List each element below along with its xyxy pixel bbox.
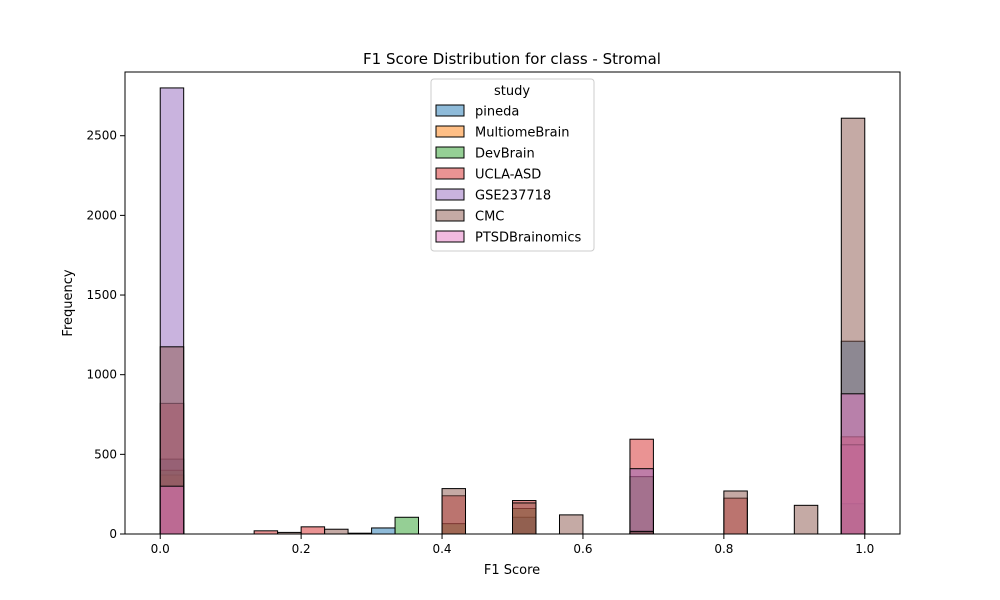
legend-box — [430, 78, 595, 252]
legend-swatch — [435, 104, 465, 117]
y-tick-label: 1000 — [86, 368, 117, 382]
legend-items: pineda MultiomeBrain DevBrain UCLA-ASD GSE23… — [435, 104, 581, 246]
x-tick-label: 0.2 — [292, 542, 311, 556]
legend-swatch — [435, 125, 465, 138]
legend-swatch — [435, 209, 465, 222]
bar-cmc-7 — [723, 490, 748, 535]
y-tick-label: 2500 — [86, 129, 117, 143]
chart-title: F1 Score Distribution for class - Stroma… — [363, 50, 661, 68]
legend-title: study — [494, 84, 530, 99]
legend-label: PTSDBrainomics — [475, 231, 581, 246]
legend-swatch — [435, 188, 465, 201]
y-axis-ticks: 0 500 1000 1500 2000 2500 — [86, 129, 125, 541]
plot-frame — [124, 71, 901, 535]
y-tick-label: 500 — [94, 447, 117, 461]
bar-cmc-3 — [441, 488, 467, 535]
legend-label: CMC — [475, 210, 504, 225]
x-tick-label: 0.6 — [573, 542, 592, 556]
bar-ptsdbrainomics-1 — [840, 393, 866, 535]
histogram-bars — [159, 87, 866, 535]
bar-cmc-5 — [558, 514, 584, 535]
bar-cmc-4 — [512, 502, 537, 535]
y-tick-label: 2000 — [86, 208, 117, 222]
legend-label: MultiomeBrain — [475, 126, 569, 141]
y-tick-label: 0 — [109, 527, 117, 541]
legend-swatch — [435, 146, 465, 159]
bar-ptsdbrainomics-0 — [159, 485, 185, 535]
x-tick-label: 0.4 — [432, 542, 451, 556]
bar-pineda-2 — [371, 527, 396, 535]
legend-label: UCLA-ASD — [475, 168, 541, 183]
legend-label: pineda — [475, 105, 519, 120]
legend-label: DevBrain — [475, 147, 535, 162]
x-tick-label: 0.8 — [714, 542, 733, 556]
bar-cmc-8 — [793, 504, 819, 535]
legend-swatch — [435, 167, 465, 180]
x-tick-label: 1.0 — [855, 542, 874, 556]
x-axis-label: F1 Score — [484, 563, 540, 578]
x-tick-label: 0.0 — [151, 542, 170, 556]
legend-swatch — [435, 230, 465, 243]
bar-ucla-asd-2 — [300, 526, 326, 535]
bar-cmc-2 — [324, 528, 349, 535]
legend-label: GSE237718 — [475, 189, 551, 204]
bar-gse237718-1 — [629, 468, 654, 535]
bar-devbrain-1 — [394, 516, 420, 535]
legend: study pineda MultiomeBrain DevBrain UCLA-AS… — [430, 78, 595, 252]
x-axis-ticks: 0.0 0.2 0.4 0.6 0.8 1.0 — [151, 534, 874, 556]
y-tick-label: 1500 — [86, 288, 117, 302]
y-axis-label: Frequency — [61, 269, 76, 336]
